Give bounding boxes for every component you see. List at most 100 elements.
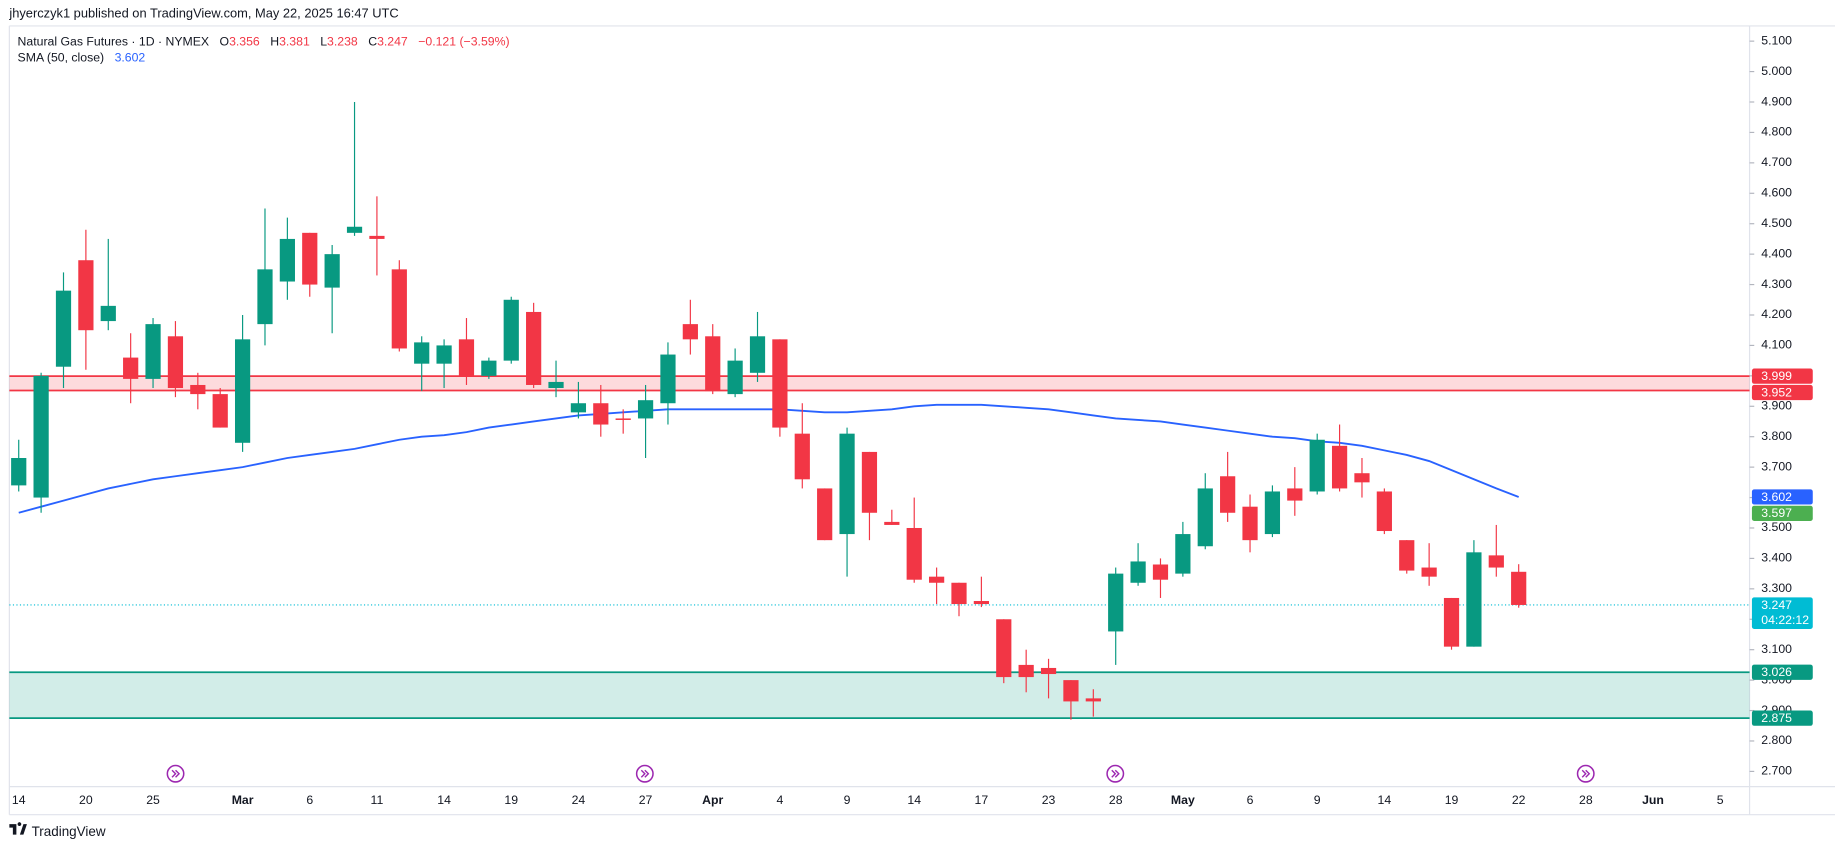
price-badge: [1751, 505, 1813, 521]
event-icon[interactable]: [1576, 764, 1595, 783]
x-tick-label: 17: [975, 793, 989, 807]
price-badge-label: 2.875: [1761, 711, 1792, 725]
y-tick-label: 4.400: [1761, 246, 1792, 260]
indicator-value: 3.602: [115, 51, 146, 65]
candle-body: [1287, 488, 1303, 501]
candle-body: [279, 238, 295, 282]
plot-area: 2.7002.8002.9003.0003.1003.2003.3003.400…: [9, 33, 1792, 807]
candle-body: [749, 336, 766, 373]
candle-body: [100, 305, 116, 322]
candle-body: [1040, 667, 1057, 675]
candle-body: [794, 433, 810, 480]
y-tick-label: 4.200: [1761, 307, 1792, 321]
y-tick-label: 4.600: [1761, 186, 1792, 200]
candle-body: [1018, 664, 1034, 678]
x-tick-label: 22: [1512, 793, 1526, 807]
legend-key: O: [220, 35, 230, 49]
candle-body: [78, 260, 94, 331]
legend-open: 3.356: [229, 35, 260, 49]
x-tick-label: 6: [1247, 793, 1254, 807]
candle-body: [705, 336, 721, 392]
y-tick-label: 4.800: [1761, 125, 1792, 139]
candle-body: [190, 384, 206, 395]
x-tick-label: 27: [639, 793, 653, 807]
event-icon[interactable]: [1106, 764, 1125, 783]
candle-body: [1354, 473, 1370, 483]
attribution: jhyerczyk1 published on TradingView.com,…: [8, 6, 398, 21]
candle-body: [1421, 567, 1437, 577]
candle-body: [1443, 597, 1460, 647]
x-tick-label: Apr: [702, 793, 723, 807]
candle-body: [929, 576, 945, 583]
candle-body: [458, 339, 475, 376]
price-badge: [1751, 710, 1813, 726]
footer-logo: [9, 822, 27, 835]
candle-body: [884, 521, 900, 525]
candle-body: [391, 269, 407, 349]
y-tick-label: 3.300: [1761, 581, 1792, 595]
candle-body: [1309, 439, 1325, 492]
x-tick-label: 14: [12, 793, 26, 807]
candle-body: [1511, 571, 1527, 605]
legend-close: 3.247: [377, 35, 408, 49]
candle-body: [593, 403, 609, 425]
y-tick-label: 4.700: [1761, 155, 1792, 169]
price-badge-label: 3.952: [1761, 385, 1792, 399]
price-badge-label: 3.602: [1761, 490, 1792, 504]
y-tick-label: 3.800: [1761, 429, 1792, 443]
legend-key: C: [368, 35, 377, 49]
candle-body: [951, 582, 967, 605]
candle-body: [1242, 506, 1258, 541]
x-tick-label: 28: [1579, 793, 1593, 807]
candle-body: [212, 394, 228, 428]
candle-body: [548, 381, 564, 389]
price-badge: [1751, 384, 1813, 401]
candle-body: [324, 254, 340, 288]
legend-change: −0.121 (−3.59%): [418, 35, 509, 49]
candle-body: [302, 232, 318, 285]
event-markers: [166, 764, 1595, 783]
y-tick-label: 2.700: [1761, 764, 1792, 778]
candle-body: [526, 311, 542, 385]
y-tick-label: 3.400: [1761, 551, 1792, 565]
candle-body: [1376, 491, 1392, 532]
y-tick-label: 4.500: [1761, 216, 1792, 230]
candle-body: [436, 345, 452, 364]
x-tick-label: 4: [776, 793, 783, 807]
x-tick-label: 9: [1314, 793, 1321, 807]
event-icon[interactable]: [635, 764, 654, 783]
candle-body: [346, 226, 363, 233]
candle-body: [145, 324, 161, 379]
legend-key: L: [320, 35, 327, 49]
candle-body: [503, 299, 519, 361]
candle-body: [1197, 488, 1213, 547]
candle-body: [1399, 540, 1415, 571]
x-tick-label: 14: [907, 793, 921, 807]
candle-body: [1063, 680, 1079, 702]
x-tick-label: 23: [1042, 793, 1056, 807]
x-tick-label: 25: [146, 793, 160, 807]
symbol-title: Natural Gas Futures · 1D · NYMEX: [18, 35, 210, 49]
zone: [9, 376, 1750, 391]
price-badge-label: 3.999: [1761, 369, 1792, 383]
candle-body: [906, 527, 922, 580]
price-badge-label: 3.597: [1761, 506, 1792, 520]
candle-body: [1130, 561, 1146, 583]
candle-body: [615, 418, 631, 420]
candle-body: [33, 375, 49, 498]
candle-body: [167, 336, 184, 389]
candle-body: [481, 360, 497, 376]
candle-body: [1220, 476, 1236, 513]
candle-body: [1152, 564, 1169, 580]
candle-body: [1466, 552, 1482, 647]
candle-body: [11, 458, 27, 486]
x-tick-label: 24: [572, 793, 586, 807]
price-badge: [1751, 597, 1813, 629]
x-tick-label: Mar: [232, 793, 254, 807]
candle-body: [637, 400, 654, 419]
candle-body: [1331, 445, 1348, 489]
countdown-label: 04:22:12: [1761, 613, 1809, 627]
event-icon[interactable]: [166, 764, 185, 783]
